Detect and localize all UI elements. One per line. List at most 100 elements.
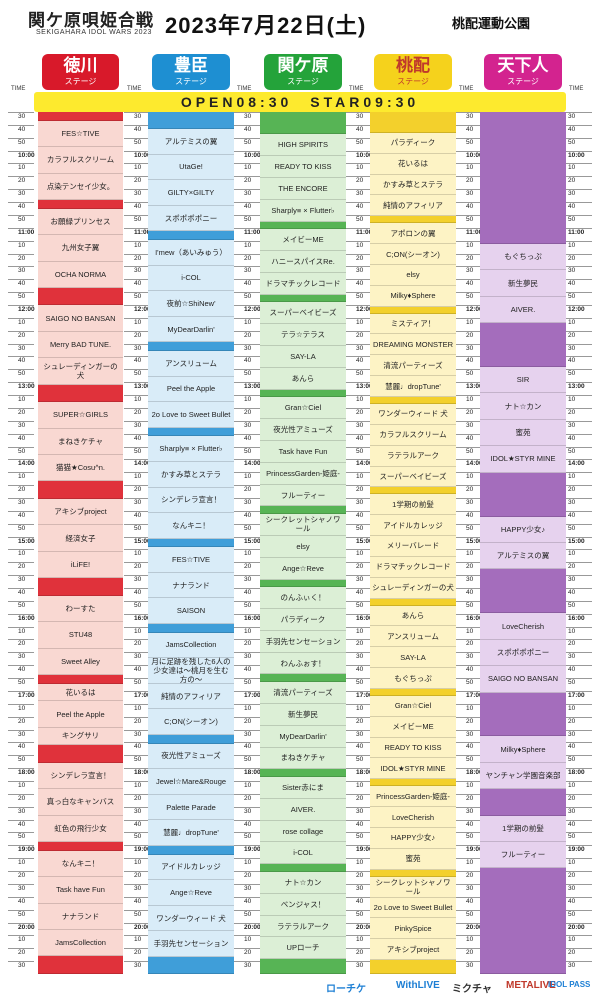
performance-slot: ワンダーウィード 犬 <box>370 403 456 425</box>
time-tick: 10 <box>244 318 252 326</box>
time-tick-line <box>566 819 592 821</box>
time-tick-line <box>456 343 482 345</box>
time-tick: 13:00 <box>356 383 373 391</box>
time-tick: 50 <box>356 601 364 609</box>
time-tick: 30 <box>466 653 474 661</box>
time-tick: 17:00 <box>134 691 151 699</box>
time-tick: 50 <box>244 370 252 378</box>
time-tick: 20 <box>134 408 142 416</box>
time-tick: 40 <box>134 280 142 288</box>
time-tick-line <box>124 613 150 615</box>
performance-slot: PrincessGarden-姫庭- <box>260 462 346 485</box>
time-tick: 30 <box>466 421 474 429</box>
time-tick: 40 <box>244 511 252 519</box>
time-tick-line <box>456 845 482 847</box>
time-tick-line <box>346 510 372 512</box>
time-tick: 50 <box>356 215 364 223</box>
time-tick-line <box>346 382 372 384</box>
time-tick: 10 <box>356 704 364 712</box>
time-tick-line <box>124 446 150 448</box>
time-tick: 30 <box>134 807 142 815</box>
time-tick-line <box>456 909 482 911</box>
time-tick-line <box>456 446 482 448</box>
time-tick-line <box>346 189 372 191</box>
time-tick-line <box>234 961 260 963</box>
time-tick: 20 <box>568 640 576 648</box>
break-slot <box>480 868 566 974</box>
time-tick: 30 <box>356 730 364 738</box>
time-tick-line <box>456 279 482 281</box>
time-tick: 50 <box>244 601 252 609</box>
time-tick: 30 <box>466 730 474 738</box>
time-tick-line <box>346 690 372 692</box>
time-tick: 14:00 <box>18 460 35 468</box>
performance-slot: テラ☆テラス <box>260 323 346 346</box>
time-tick: 40 <box>466 666 474 674</box>
time-tick-line <box>566 935 592 937</box>
time-tick: 10 <box>244 396 252 404</box>
time-tick-line <box>234 858 260 860</box>
time-tick-line <box>124 330 150 332</box>
time-tick: 40 <box>18 743 26 751</box>
time-tick-line <box>8 176 34 178</box>
time-tick: 10:00 <box>356 151 373 159</box>
time-tick: 50 <box>18 833 26 841</box>
time-tick-line <box>346 369 372 371</box>
time-tick-line <box>566 909 592 911</box>
time-tick-line <box>346 639 372 641</box>
time-column-label: TIME <box>459 86 474 92</box>
time-tick: 50 <box>18 293 26 301</box>
festival-logo-subtitle: SEKIGAHARA IDOL WARS 2023 <box>36 29 152 36</box>
break-slot <box>480 692 566 737</box>
performance-slot: わんふぉす！ <box>260 652 346 675</box>
time-tick: 30 <box>134 344 142 352</box>
time-tick-line <box>456 227 482 229</box>
time-tick-line <box>8 266 34 268</box>
time-tick: 50 <box>568 833 576 841</box>
time-tick-line <box>566 407 592 409</box>
time-tick: 10 <box>244 164 252 172</box>
performance-slot: rose collage <box>260 820 346 843</box>
performance-slot: アルテミスの翼 <box>480 543 566 570</box>
time-tick: 14:00 <box>356 460 373 468</box>
performance-slot: LoveCherish <box>480 613 566 640</box>
performance-slot: アイドルカレッジ <box>370 515 456 537</box>
time-tick: 50 <box>18 679 26 687</box>
performance-slot: elsy <box>260 535 346 558</box>
stage-subtitle: ステージ <box>287 77 319 86</box>
time-tick-line <box>234 935 260 937</box>
time-tick-line <box>346 729 372 731</box>
performance-slot: のんふぃく！ <box>260 586 346 609</box>
time-tick-line <box>8 716 34 718</box>
time-tick-line <box>8 845 34 847</box>
time-tick: 10 <box>568 318 576 326</box>
time-tick: 20:00 <box>466 923 483 931</box>
performance-slot: なんキニ！ <box>38 850 123 878</box>
time-tick: 10:00 <box>568 151 585 159</box>
time-tick-line <box>346 961 372 963</box>
break-slot <box>370 216 456 224</box>
stage-header-momokubari: 桃配 ステージ <box>374 54 452 90</box>
time-tick-line <box>456 485 482 487</box>
open-start-banner: OPEN08:30 STAR09:30 <box>34 92 566 112</box>
time-tick: 30 <box>466 344 474 352</box>
time-tick-line <box>566 832 592 834</box>
break-slot <box>148 956 234 974</box>
time-tick-line <box>566 395 592 397</box>
performance-slot: 月に足跡を残した6人の少女達は～桃月を生む方の～ <box>148 657 234 684</box>
time-tick-line <box>456 883 482 885</box>
time-tick-line <box>234 356 260 358</box>
time-tick: 15:00 <box>244 537 261 545</box>
time-tick: 50 <box>134 833 142 841</box>
break-slot <box>148 538 234 548</box>
time-tick-line <box>234 600 260 602</box>
time-tick-line <box>566 922 592 924</box>
time-tick: 13:00 <box>568 383 585 391</box>
time-tick-line <box>346 304 372 306</box>
time-tick: 50 <box>356 447 364 455</box>
time-tick: 40 <box>466 434 474 442</box>
time-tick-line <box>566 716 592 718</box>
time-tick-line <box>456 266 482 268</box>
stage-column-tenka: もぐちっぷ 新生夢民 AIVER. SIR ナト☆カン 蜜苑 IDOL★STYR MINE H… <box>480 112 566 974</box>
break-slot <box>370 397 456 404</box>
